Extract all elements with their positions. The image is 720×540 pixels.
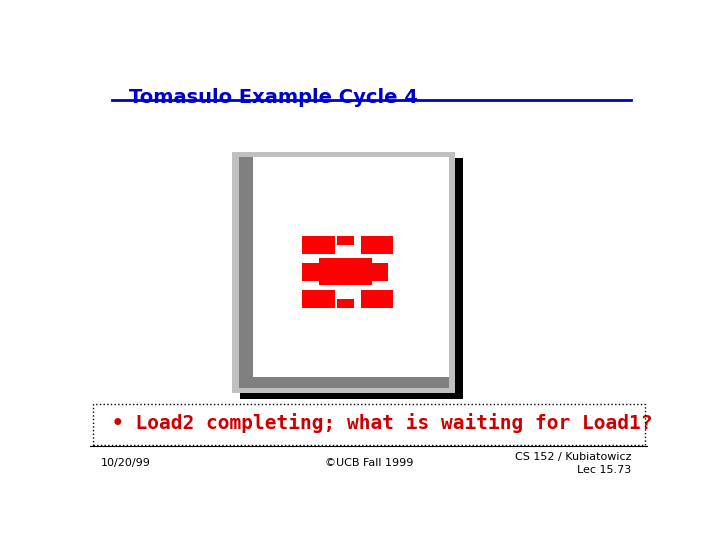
Bar [318,258,372,285]
Bar [233,152,456,393]
Text: Tomasulo Example Cycle 4: Tomasulo Example Cycle 4 [129,87,418,107]
Bar [302,290,335,308]
Bar [239,157,449,388]
Bar [337,235,354,245]
Bar [361,235,394,254]
Bar [372,262,388,281]
Bar [240,158,463,399]
Text: CS 152 / Kubiatowicz: CS 152 / Kubiatowicz [515,452,631,462]
Text: ©UCB Fall 1999: ©UCB Fall 1999 [325,458,413,468]
Bar [93,404,645,446]
Bar [337,299,354,308]
Text: • Load2 completing; what is waiting for Load1?: • Load2 completing; what is waiting for … [112,413,653,433]
Bar [302,262,318,281]
Bar [361,290,394,308]
Text: 10/20/99: 10/20/99 [101,458,151,468]
Bar [302,235,335,254]
Text: Lec 15.73: Lec 15.73 [577,465,631,475]
Bar [253,157,449,377]
